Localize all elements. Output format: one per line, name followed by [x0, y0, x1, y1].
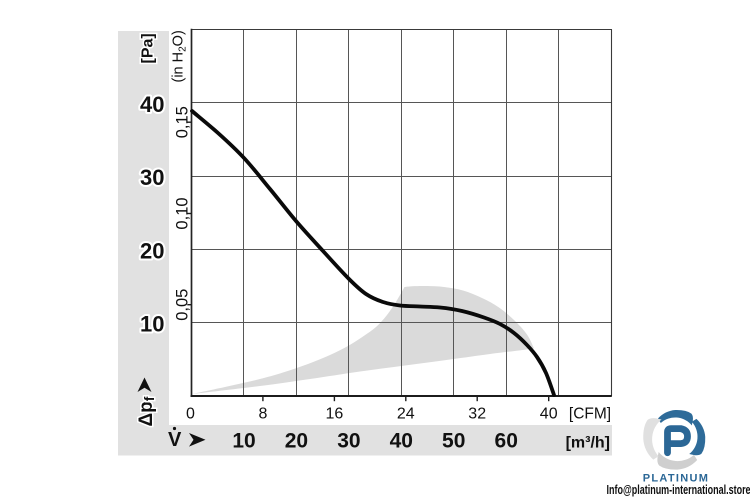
svg-text:V: V: [168, 429, 182, 451]
svg-text:16: 16: [326, 406, 344, 423]
svg-text:24: 24: [397, 406, 415, 423]
svg-text:[CFM]: [CFM]: [569, 406, 611, 423]
svg-text:40: 40: [540, 406, 558, 423]
svg-text:10: 10: [140, 312, 164, 337]
svg-text:30: 30: [337, 430, 360, 453]
svg-text:30: 30: [140, 165, 164, 190]
svg-text:PLATINUM: PLATINUM: [643, 473, 709, 485]
svg-text:(in H2O): (in H2O): [171, 30, 189, 82]
svg-text:10: 10: [232, 430, 255, 453]
svg-text:0,15: 0,15: [174, 106, 192, 138]
svg-text:Info@platinum-international.st: Info@platinum-international.store: [607, 483, 750, 497]
svg-text:[Pa]: [Pa]: [140, 33, 157, 63]
svg-text:0,05: 0,05: [174, 289, 192, 321]
svg-text:32: 32: [468, 406, 486, 423]
svg-text:60: 60: [495, 430, 518, 453]
svg-text:50: 50: [442, 430, 465, 453]
svg-text:0,10: 0,10: [174, 197, 192, 229]
svg-text:[m³/h]: [m³/h]: [566, 435, 610, 452]
svg-text:20: 20: [140, 238, 164, 263]
svg-text:Δpf: Δpf: [136, 396, 157, 426]
svg-text:40: 40: [140, 92, 164, 117]
svg-text:0: 0: [186, 406, 195, 423]
svg-text:20: 20: [285, 430, 308, 453]
svg-text:8: 8: [258, 406, 267, 423]
svg-text:40: 40: [390, 430, 413, 453]
